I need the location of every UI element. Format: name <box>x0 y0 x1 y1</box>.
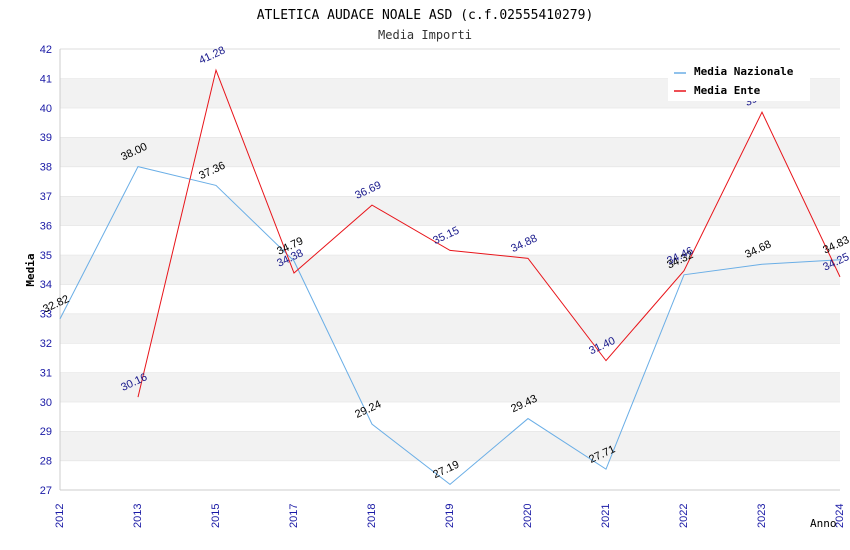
y-axis-label: Media <box>24 253 37 286</box>
y-tick-label: 37 <box>40 191 52 203</box>
x-tick-label: 2024 <box>834 504 846 528</box>
axes <box>59 49 840 491</box>
x-tick-label: 2022 <box>678 504 690 528</box>
y-tick-label: 27 <box>40 485 52 497</box>
chart-subtitle: Media Importi <box>378 28 472 42</box>
series-lines <box>59 68 841 486</box>
grid-band <box>60 196 840 226</box>
grid-band <box>60 372 840 402</box>
y-tick-label: 30 <box>40 397 52 409</box>
x-tick-label: 2012 <box>54 504 66 528</box>
y-tick-label: 28 <box>40 456 52 468</box>
grid-band <box>60 137 840 167</box>
y-tick-label: 40 <box>40 103 52 115</box>
y-tick-label: 32 <box>40 338 52 350</box>
grid-band <box>60 460 840 490</box>
y-tick-labels: 27 28 29 30 31 32 33 34 35 36 37 38 39 40 41 42 <box>40 44 52 497</box>
grid-bands <box>60 48 840 490</box>
x-tick-label: 2020 <box>522 504 534 528</box>
x-tick-label: 2019 <box>444 504 456 528</box>
x-tick-label: 2015 <box>210 504 222 528</box>
chart-title: ATLETICA AUDACE NOALE ASD (c.f.025554102… <box>257 8 594 23</box>
grid-band <box>60 254 840 285</box>
y-tick-label: 36 <box>40 220 52 232</box>
legend-label-media-ente: Media Ente <box>694 84 761 97</box>
y-tick-label: 34 <box>40 279 52 291</box>
grid-band <box>60 313 840 343</box>
legend: Media Nazionale Media Ente <box>668 60 810 101</box>
grid-band <box>60 284 840 314</box>
x-tick-label: 2018 <box>366 504 378 528</box>
x-tick-label: 2021 <box>600 504 612 528</box>
x-tick-label: 2023 <box>756 504 768 528</box>
x-tick-label: 2013 <box>132 504 144 528</box>
y-tick-label: 39 <box>40 132 52 144</box>
legend-label-media-nazionale: Media Nazionale <box>694 65 794 78</box>
y-tick-label: 31 <box>40 367 52 379</box>
y-tick-label: 41 <box>40 73 52 85</box>
grid-band <box>60 343 840 373</box>
y-tick-label: 33 <box>40 309 52 321</box>
x-axis-label: Anno <box>810 517 837 530</box>
y-tick-label: 29 <box>40 426 52 438</box>
x-tick-label: 2017 <box>288 504 300 528</box>
series-line-media-ente <box>137 68 841 398</box>
grid-band <box>60 107 840 138</box>
legend-box <box>668 60 810 101</box>
x-tick-labels: 2012 2013 2015 2017 2018 2019 2020 2021 2022 2023… <box>54 504 846 528</box>
y-tick-label: 35 <box>40 250 52 262</box>
y-tick-label: 38 <box>40 162 52 174</box>
grid-band <box>60 166 840 196</box>
y-tick-label: 42 <box>40 44 52 56</box>
grid-band <box>60 401 840 432</box>
grid-band <box>60 431 840 461</box>
